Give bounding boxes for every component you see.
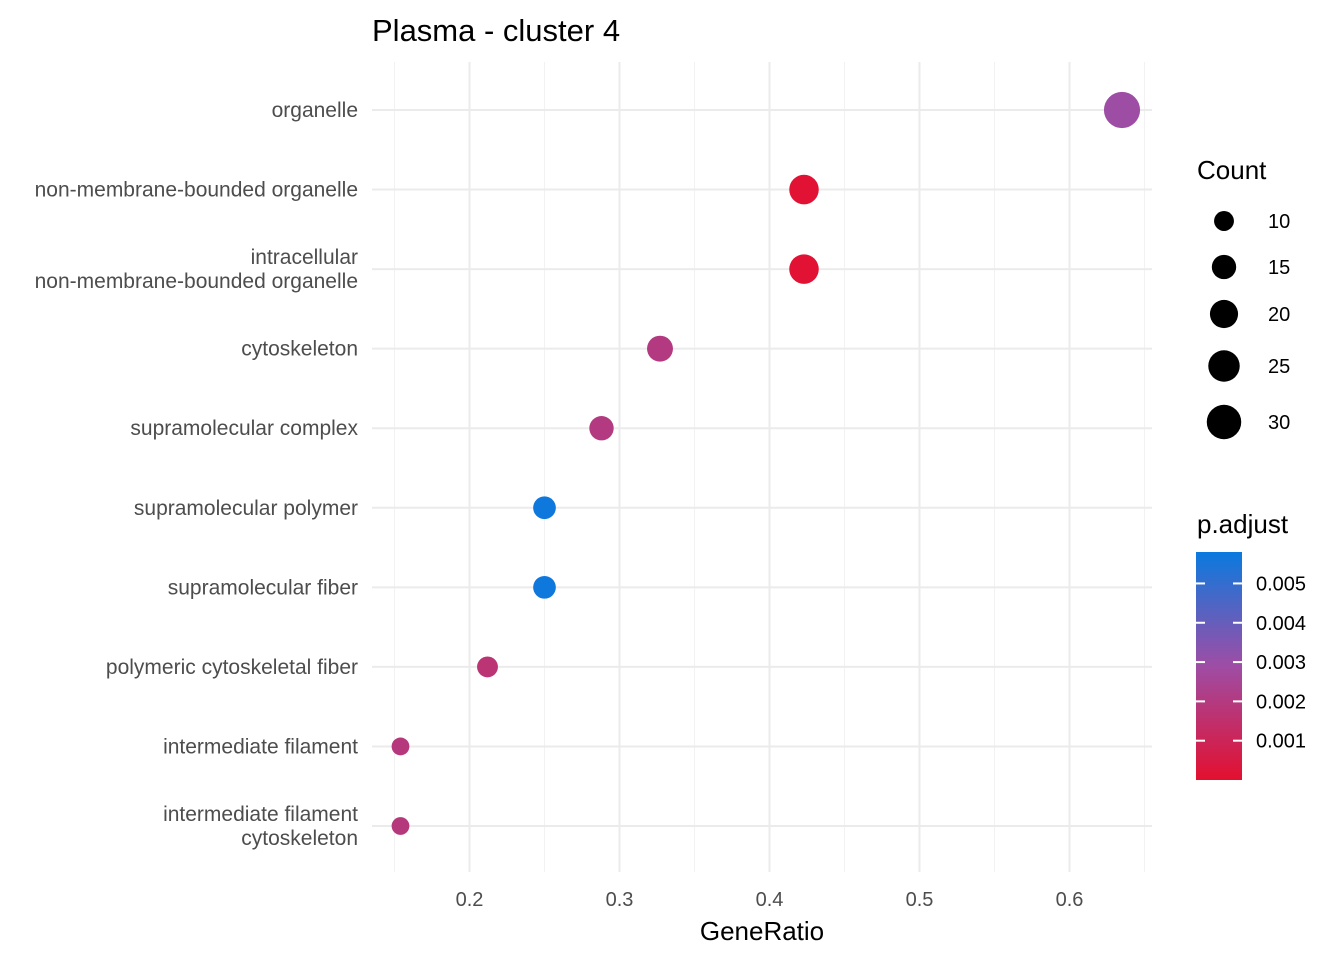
size-legend-key [1214,211,1234,231]
category-label: intermediate filament [163,735,358,758]
data-point [533,575,556,599]
data-point [391,817,410,835]
category-label: non-membrane-bounded organelle [35,270,358,293]
data-point [647,335,673,362]
category-label: supramolecular fiber [168,576,358,599]
x-tick-label: 0.4 [756,889,784,911]
size-legend-key [1208,350,1240,382]
x-axis-title: GeneRatio [700,916,824,946]
data-point [533,496,556,520]
category-label: supramolecular polymer [134,497,358,520]
data-point [391,737,410,756]
color-legend-label: 0.004 [1256,613,1306,635]
size-legend-label: 30 [1268,412,1290,434]
category-label: organelle [272,99,358,122]
size-legend-label: 25 [1268,356,1290,378]
category-label: cytoskeleton [241,338,358,361]
x-tick-label: 0.2 [456,889,484,911]
color-legend: 0.001 0.002 0.003 0.004 0.005 [1196,573,1306,753]
color-legend-label: 0.005 [1256,573,1306,595]
size-legend-key [1206,404,1242,440]
x-tick-label: 0.3 [606,889,634,911]
size-legend-label: 20 [1268,304,1290,326]
category-label: intermediate filament [163,803,358,826]
data-point [589,416,614,441]
color-legend-label: 0.001 [1256,731,1306,753]
data-points [391,91,1141,835]
grid [372,62,1152,872]
x-tick-label: 0.5 [906,889,934,911]
data-point [477,656,498,678]
size-legend-label: 10 [1268,211,1290,233]
category-label: intracellular [251,246,358,269]
color-legend-bar [1196,552,1242,780]
category-label: cytoskeleton [241,827,358,850]
size-legend-label: 15 [1268,257,1290,279]
color-legend-title: p.adjust [1197,509,1289,539]
size-legend: 10 15 20 25 30 [1206,211,1290,440]
x-tick-labels: 0.2 0.3 0.4 0.5 0.6 [456,889,1084,911]
color-legend-label: 0.002 [1256,691,1306,713]
size-legend-key [1209,299,1239,329]
x-tick-label: 0.6 [1056,889,1084,911]
color-legend-label: 0.003 [1256,652,1306,674]
category-label: supramolecular complex [130,417,358,440]
size-legend-key [1211,254,1237,280]
data-point [789,254,819,284]
category-label: non-membrane-bounded organelle [35,179,358,202]
data-point [1103,91,1141,129]
data-point [789,174,819,205]
chart-title: Plasma - cluster 4 [372,13,620,48]
size-legend-title: Count [1197,155,1267,185]
category-label: polymeric cytoskeletal fiber [106,656,358,679]
